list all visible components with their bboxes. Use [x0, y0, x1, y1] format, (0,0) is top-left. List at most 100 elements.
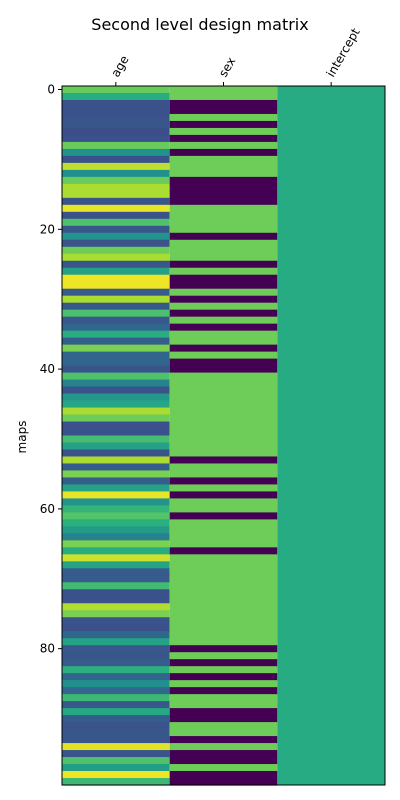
cell-sex-96 — [169, 757, 278, 765]
cell-sex-51 — [169, 442, 278, 451]
cell-age-7 — [62, 134, 170, 143]
cell-age-66 — [62, 547, 170, 555]
cell-age-80 — [62, 645, 170, 653]
cell-age-11 — [62, 162, 170, 171]
cell-sex-13 — [169, 176, 278, 185]
cell-age-99 — [62, 778, 170, 786]
cell-sex-8 — [169, 141, 278, 150]
cell-sex-47 — [169, 414, 278, 423]
cell-sex-59 — [169, 498, 278, 506]
cell-age-44 — [62, 393, 170, 402]
y-axis: 0 20 40 60 80 — [40, 82, 62, 656]
cell-age-56 — [62, 477, 170, 486]
cell-age-9 — [62, 148, 170, 157]
cell-sex-45 — [169, 400, 278, 409]
cell-age-34 — [62, 323, 170, 332]
cell-age-59 — [62, 498, 170, 506]
y-tick-label-20: 20 — [40, 222, 55, 236]
cell-age-93 — [62, 736, 170, 744]
cell-sex-53 — [169, 456, 278, 465]
cell-age-47 — [62, 414, 170, 423]
cell-sex-32 — [169, 309, 278, 318]
cell-age-1 — [62, 92, 170, 101]
cell-age-58 — [62, 491, 170, 500]
cell-sex-66 — [169, 547, 278, 555]
cell-age-98 — [62, 771, 170, 779]
cell-age-57 — [62, 484, 170, 493]
cell-sex-12 — [169, 169, 278, 178]
cell-sex-18 — [169, 211, 278, 220]
cell-sex-83 — [169, 666, 278, 674]
y-tick-label-60: 60 — [40, 502, 55, 516]
cell-sex-28 — [169, 281, 278, 290]
cell-age-64 — [62, 533, 170, 541]
cell-sex-24 — [169, 253, 278, 262]
cell-age-4 — [62, 113, 170, 122]
cell-age-60 — [62, 505, 170, 513]
cell-sex-69 — [169, 568, 278, 576]
cell-age-10 — [62, 155, 170, 164]
cell-age-70 — [62, 575, 170, 583]
cell-age-25 — [62, 260, 170, 269]
x-axis: age sex intercept — [108, 25, 363, 86]
cell-sex-87 — [169, 694, 278, 702]
cell-sex-11 — [169, 162, 278, 171]
cell-sex-77 — [169, 624, 278, 632]
cell-age-22 — [62, 239, 170, 248]
cell-sex-4 — [169, 113, 278, 122]
cell-age-26 — [62, 267, 170, 276]
cell-age-73 — [62, 596, 170, 604]
cell-sex-2 — [169, 99, 278, 108]
cell-sex-43 — [169, 386, 278, 395]
cell-sex-46 — [169, 407, 278, 416]
cell-sex-44 — [169, 393, 278, 402]
cell-sex-36 — [169, 337, 278, 346]
cell-age-15 — [62, 190, 170, 199]
cell-sex-34 — [169, 323, 278, 332]
cell-sex-16 — [169, 197, 278, 206]
cell-sex-88 — [169, 701, 278, 709]
cell-sex-72 — [169, 589, 278, 597]
cell-age-95 — [62, 750, 170, 758]
cell-age-8 — [62, 141, 170, 150]
y-tick-label-80: 80 — [40, 642, 55, 656]
cell-sex-65 — [169, 540, 278, 548]
cell-age-55 — [62, 470, 170, 479]
cell-age-77 — [62, 624, 170, 632]
cell-sex-94 — [169, 743, 278, 751]
cell-age-84 — [62, 673, 170, 681]
cell-age-65 — [62, 540, 170, 548]
cell-age-28 — [62, 281, 170, 290]
cell-sex-85 — [169, 680, 278, 688]
cell-sex-48 — [169, 421, 278, 430]
cell-sex-37 — [169, 344, 278, 353]
cell-age-89 — [62, 708, 170, 716]
cell-age-79 — [62, 638, 170, 646]
cell-age-39 — [62, 358, 170, 367]
cell-age-51 — [62, 442, 170, 451]
cell-age-18 — [62, 211, 170, 220]
cell-sex-33 — [169, 316, 278, 325]
cell-age-16 — [62, 197, 170, 206]
cell-age-52 — [62, 449, 170, 458]
y-tick-label-0: 0 — [47, 82, 55, 96]
cell-age-3 — [62, 106, 170, 115]
matrix-cells — [62, 86, 385, 786]
cell-sex-75 — [169, 610, 278, 618]
cell-age-5 — [62, 120, 170, 129]
cell-age-13 — [62, 176, 170, 185]
cell-age-75 — [62, 610, 170, 618]
cell-age-68 — [62, 561, 170, 569]
cell-sex-86 — [169, 687, 278, 695]
cell-sex-60 — [169, 505, 278, 513]
cell-sex-61 — [169, 512, 278, 520]
cell-sex-1 — [169, 92, 278, 101]
cell-age-63 — [62, 526, 170, 534]
cell-sex-41 — [169, 372, 278, 381]
cell-sex-64 — [169, 533, 278, 541]
cell-age-30 — [62, 295, 170, 304]
cell-age-43 — [62, 386, 170, 395]
cell-sex-20 — [169, 225, 278, 234]
cell-sex-27 — [169, 274, 278, 283]
